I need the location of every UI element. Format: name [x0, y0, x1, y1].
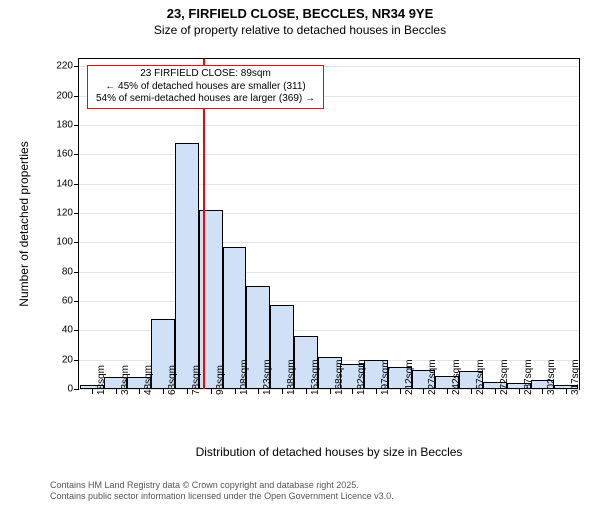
footer-line1: Contains HM Land Registry data © Crown c… — [50, 480, 394, 491]
xtick-label: 168sqm — [334, 359, 345, 395]
gridline — [79, 154, 579, 155]
gridline — [79, 301, 579, 302]
xtick-mark — [330, 389, 331, 394]
xtick-label: 227sqm — [427, 359, 438, 395]
xtick-label: 33sqm — [120, 365, 131, 395]
xtick-mark — [282, 389, 283, 394]
xtick-label: 108sqm — [239, 359, 250, 395]
xtick-label: 93sqm — [215, 365, 226, 395]
gridline — [79, 213, 579, 214]
ytick-label: 120 — [56, 208, 79, 219]
ytick-label: 20 — [62, 354, 79, 365]
xtick-label: 242sqm — [451, 359, 462, 395]
ytick-label: 160 — [56, 149, 79, 160]
chart-title: 23, FIRFIELD CLOSE, BECCLES, NR34 9YE — [0, 6, 600, 21]
xtick-label: 78sqm — [191, 365, 202, 395]
x-axis-label: Distribution of detached houses by size … — [196, 445, 463, 459]
xtick-mark — [519, 389, 520, 394]
xtick-mark — [447, 389, 448, 394]
xtick-label: 48sqm — [143, 365, 154, 395]
gridline — [79, 272, 579, 273]
histogram-bar — [175, 143, 199, 389]
chart-subtitle: Size of property relative to detached ho… — [0, 23, 600, 37]
ytick-label: 80 — [62, 266, 79, 277]
xtick-mark — [211, 389, 212, 394]
xtick-mark — [92, 389, 93, 394]
xtick-mark — [258, 389, 259, 394]
gridline — [79, 125, 579, 126]
histogram-bar — [199, 210, 223, 389]
xtick-label: 63sqm — [167, 365, 178, 395]
y-axis-label: Number of detached properties — [17, 141, 31, 306]
ytick-label: 0 — [67, 384, 79, 395]
footer-line2: Contains public sector information licen… — [50, 491, 394, 502]
ytick-label: 40 — [62, 325, 79, 336]
xtick-label: 257sqm — [475, 359, 486, 395]
xtick-mark — [163, 389, 164, 394]
xtick-mark — [423, 389, 424, 394]
annotation-line: 23 FIRFIELD CLOSE: 89sqm — [96, 68, 315, 81]
ytick-label: 60 — [62, 296, 79, 307]
xtick-label: 197sqm — [380, 359, 391, 395]
xtick-mark — [352, 389, 353, 394]
xtick-mark — [400, 389, 401, 394]
annotation-line: ← 45% of detached houses are smaller (31… — [96, 81, 315, 94]
xtick-mark — [306, 389, 307, 394]
plot-area: 02040608010012014016018020022018sqm33sqm… — [78, 58, 580, 390]
ytick-label: 140 — [56, 178, 79, 189]
ytick-label: 100 — [56, 237, 79, 248]
xtick-mark — [235, 389, 236, 394]
xtick-mark — [116, 389, 117, 394]
xtick-label: 212sqm — [404, 359, 415, 395]
annotation-line: 54% of semi-detached houses are larger (… — [96, 93, 315, 106]
xtick-label: 123sqm — [262, 359, 273, 395]
ytick-label: 180 — [56, 120, 79, 131]
marker-line — [203, 59, 205, 389]
annotation-box: 23 FIRFIELD CLOSE: 89sqm← 45% of detache… — [87, 65, 324, 109]
gridline — [79, 184, 579, 185]
footer: Contains HM Land Registry data © Crown c… — [50, 480, 394, 502]
ytick-label: 220 — [56, 61, 79, 72]
gridline — [79, 242, 579, 243]
xtick-mark — [139, 389, 140, 394]
xtick-label: 272sqm — [499, 359, 510, 395]
xtick-label: 302sqm — [546, 359, 557, 395]
xtick-mark — [187, 389, 188, 394]
xtick-label: 287sqm — [523, 359, 534, 395]
xtick-mark — [376, 389, 377, 394]
xtick-label: 153sqm — [310, 359, 321, 395]
xtick-mark — [566, 389, 567, 394]
ytick-label: 200 — [56, 90, 79, 101]
xtick-label: 138sqm — [286, 359, 297, 395]
xtick-label: 182sqm — [356, 359, 367, 395]
xtick-label: 317sqm — [570, 359, 581, 395]
xtick-mark — [495, 389, 496, 394]
xtick-label: 18sqm — [96, 365, 107, 395]
xtick-mark — [471, 389, 472, 394]
xtick-mark — [542, 389, 543, 394]
